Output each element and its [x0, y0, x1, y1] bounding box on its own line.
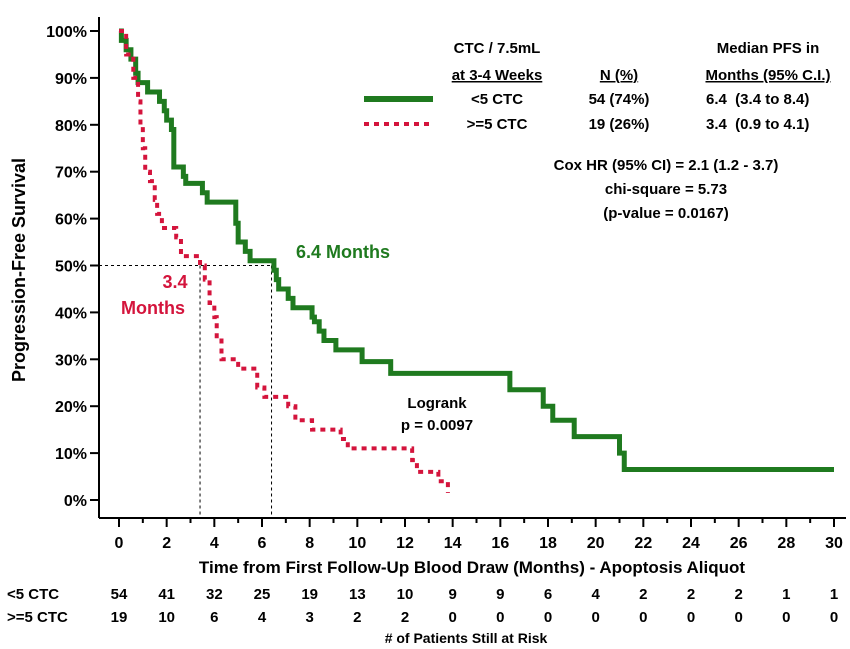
legend-header-col3-line1: Median PFS in: [717, 40, 820, 57]
risk-value: 9: [448, 586, 456, 603]
legend-row-lt5-n: 54 (74%): [589, 91, 650, 108]
risk-table: <5 CTC >=5 CTC # of Patients Still at Ri…: [7, 586, 838, 646]
median-label-ge5-line1: 3.4: [162, 272, 187, 292]
risk-value: 0: [734, 609, 742, 626]
logrank-label: Logrank: [407, 395, 467, 412]
y-tick-label: 40%: [55, 305, 87, 322]
x-tick-label: 14: [444, 535, 462, 552]
x-tick-label: 8: [305, 535, 314, 552]
y-tick-label: 70%: [55, 165, 87, 182]
x-ticks: 0 2 4 6 8 10 12 14 16 18 20 22 24 26 28 30: [115, 518, 843, 552]
x-tick-label: 4: [210, 535, 219, 552]
risk-value: 0: [544, 609, 552, 626]
risk-value: 2: [401, 609, 409, 626]
risk-value: 0: [639, 609, 647, 626]
risk-value: 6: [210, 609, 218, 626]
y-tick-label: 30%: [55, 352, 87, 369]
y-tick-label: 0%: [64, 493, 87, 510]
legend: CTC / 7.5mL at 3-4 Weeks N (%) Median PF…: [364, 40, 831, 133]
x-tick-label: 2: [162, 535, 171, 552]
risk-table-title: # of Patients Still at Risk: [385, 630, 548, 646]
risk-value: 4: [591, 586, 600, 603]
risk-value: 6: [544, 586, 552, 603]
y-tick-label: 50%: [55, 259, 87, 276]
legend-header-col2: N (%): [600, 67, 638, 84]
x-tick-label: 22: [634, 535, 652, 552]
survival-curves: [118, 28, 834, 493]
risk-row-label-ge5: >=5 CTC: [7, 609, 68, 626]
risk-value: 13: [349, 586, 366, 603]
risk-value: 0: [591, 609, 599, 626]
risk-value: 19: [301, 586, 318, 603]
risk-value: 0: [830, 609, 838, 626]
risk-value: 1: [830, 586, 838, 603]
median-label-lt5: 6.4 Months: [296, 242, 390, 262]
y-tick-label: 60%: [55, 212, 87, 229]
risk-value: 32: [206, 586, 223, 603]
risk-value: 41: [158, 586, 175, 603]
legend-header-col1-line1: CTC / 7.5mL: [454, 40, 541, 57]
risk-value: 0: [782, 609, 790, 626]
legend-row-ge5-n: 19 (26%): [589, 116, 650, 133]
cox-p-value-text: (p-value = 0.0167): [603, 205, 728, 222]
legend-header-col1-line2: at 3-4 Weeks: [452, 67, 543, 84]
risk-value: 9: [496, 586, 504, 603]
x-tick-label: 6: [258, 535, 267, 552]
curve-lt5: [118, 28, 834, 473]
risk-value: 54: [111, 586, 128, 603]
y-tick-label: 90%: [55, 71, 87, 88]
median-reference-lines: [99, 265, 273, 518]
y-tick-label: 80%: [55, 118, 87, 135]
risk-value: 2: [353, 609, 361, 626]
risk-value: 3: [305, 609, 313, 626]
y-tick-label: 100%: [46, 24, 87, 41]
x-tick-label: 16: [491, 535, 509, 552]
risk-value: 2: [734, 586, 742, 603]
x-tick-label: 18: [539, 535, 557, 552]
x-tick-label: 12: [396, 535, 414, 552]
x-tick-label: 0: [115, 535, 124, 552]
risk-value: 1: [782, 586, 790, 603]
y-tick-label: 20%: [55, 399, 87, 416]
risk-value: 19: [111, 609, 128, 626]
risk-value: 2: [639, 586, 647, 603]
logrank-p-value: p = 0.0097: [401, 417, 473, 434]
chi-square-text: chi-square = 5.73: [605, 181, 727, 198]
risk-value: 4: [258, 609, 267, 626]
risk-value: 0: [687, 609, 695, 626]
x-tick-label: 28: [777, 535, 795, 552]
x-tick-label: 24: [682, 535, 700, 552]
y-tick-label: 10%: [55, 446, 87, 463]
cox-hr-text: Cox HR (95% CI) = 2.1 (1.2 - 3.7): [554, 157, 779, 174]
x-tick-label: 26: [730, 535, 748, 552]
legend-row-lt5-label: <5 CTC: [471, 91, 523, 108]
x-axis-label: Time from First Follow-Up Blood Draw (Mo…: [199, 558, 745, 577]
legend-row-ge5-label: >=5 CTC: [467, 116, 528, 133]
risk-value: 25: [254, 586, 271, 603]
risk-value: 0: [448, 609, 456, 626]
legend-header-col3-line2: Months (95% C.I.): [705, 67, 830, 84]
axes: [98, 17, 846, 519]
x-tick-label: 30: [825, 535, 843, 552]
curve-ge5: [119, 29, 450, 493]
risk-value: 0: [496, 609, 504, 626]
y-ticks: 0% 10% 20% 30% 40% 50% 60% 70% 80% 90% 100%: [46, 24, 99, 510]
risk-value: 10: [397, 586, 414, 603]
x-tick-label: 10: [348, 535, 366, 552]
median-label-ge5-line2: Months: [121, 298, 185, 318]
y-axis-label: Progression-Free Survival: [9, 158, 29, 382]
legend-row-ge5-median: 3.4 (0.9 to 4.1): [706, 116, 809, 133]
risk-value: 2: [687, 586, 695, 603]
risk-value: 10: [158, 609, 175, 626]
x-tick-label: 20: [587, 535, 605, 552]
risk-row-label-lt5: <5 CTC: [7, 586, 59, 603]
legend-row-lt5-median: 6.4 (3.4 to 8.4): [706, 91, 809, 108]
